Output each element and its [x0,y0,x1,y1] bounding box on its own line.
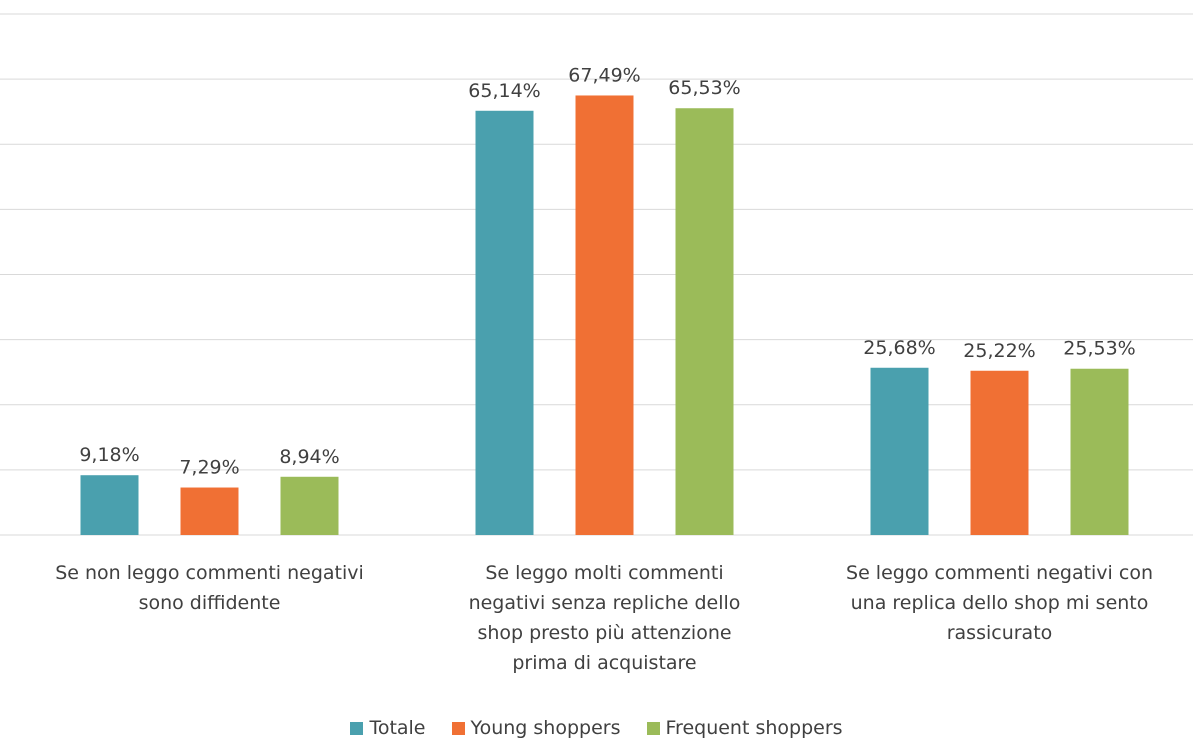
value-label: 65,53% [668,77,740,99]
bar [970,370,1029,535]
bar [180,487,239,535]
bar [675,108,734,536]
value-label: 9,18% [79,444,139,466]
legend-label: Young shoppers [470,717,621,739]
bar [280,476,339,535]
bar [1070,368,1129,535]
legend-swatch [350,721,364,735]
legend-swatch [451,721,465,735]
x-tick-label: Se non leggo commenti negativi sono diff… [55,562,364,614]
bar [575,95,634,535]
value-label: 65,14% [468,80,540,102]
value-label: 25,53% [1063,338,1135,360]
value-label: 67,49% [568,64,640,86]
x-tick-label: Se leggo molti commenti negativi senza r… [468,562,741,674]
value-label: 7,29% [179,457,239,479]
legend-label: Frequent shoppers [665,717,843,739]
legend-entry: Young shoppers [451,717,621,739]
bar [80,475,139,535]
legend-swatch [646,721,660,735]
value-label: 25,68% [863,337,935,359]
legend-entry: Totale [350,717,426,739]
bar [870,367,929,535]
value-label: 8,94% [279,446,339,468]
legend: Totale Young shoppers Frequent shoppers [0,717,1193,739]
value-label: 25,22% [963,340,1035,362]
legend-entry: Frequent shoppers [646,717,843,739]
bar [475,110,534,535]
x-tick-label: Se leggo commenti negativi con una repli… [846,562,1153,644]
legend-label: Totale [369,717,426,739]
